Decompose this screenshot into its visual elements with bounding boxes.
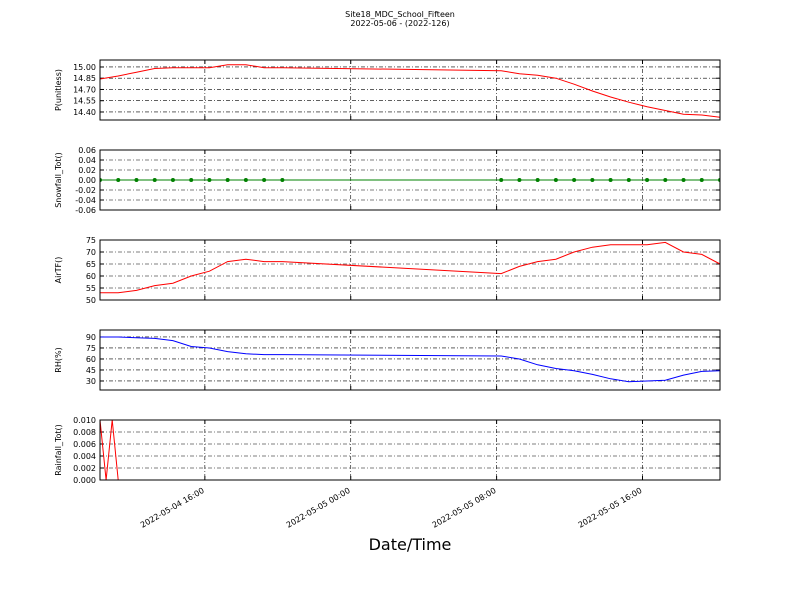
y-tick-label: 15.00 <box>73 63 96 72</box>
y-axis-label: Snowfall_Tot() <box>54 152 63 208</box>
y-tick-label: 65 <box>86 260 96 269</box>
y-tick-label: -0.06 <box>75 206 96 215</box>
y-tick-label: 90 <box>86 333 96 342</box>
y-tick-label: 0.010 <box>73 416 96 425</box>
y-tick-label: 60 <box>86 272 96 281</box>
y-tick-label: 60 <box>86 355 96 364</box>
y-tick-label: 14.85 <box>73 74 96 83</box>
data-line <box>100 420 720 480</box>
y-axis-label: P(unitless) <box>54 69 63 111</box>
data-point <box>645 178 650 182</box>
data-point <box>663 178 668 182</box>
data-point <box>280 178 285 182</box>
data-point <box>189 178 194 182</box>
y-tick-label: 45 <box>86 366 96 375</box>
y-tick-label: -0.02 <box>75 186 96 195</box>
y-tick-label: 0.008 <box>73 428 96 437</box>
data-point <box>225 178 230 182</box>
y-tick-label: 0.06 <box>78 146 96 155</box>
data-line <box>100 336 720 383</box>
y-tick-label: 0.002 <box>73 464 96 473</box>
data-point <box>681 178 686 182</box>
data-line <box>100 241 720 294</box>
data-point <box>152 178 157 182</box>
y-axis-label: RH(%) <box>54 347 63 372</box>
y-tick-label: 30 <box>86 377 96 386</box>
y-tick-label: 75 <box>86 236 96 245</box>
y-tick-label: 50 <box>86 296 96 305</box>
y-tick-label: 75 <box>86 344 96 353</box>
data-point <box>572 178 577 182</box>
y-tick-label: 0.02 <box>78 166 96 175</box>
y-tick-label: 0.000 <box>73 476 96 485</box>
axes-frame <box>99 149 721 211</box>
plot-area <box>100 64 720 118</box>
plot-area <box>100 420 720 480</box>
data-point <box>517 178 522 182</box>
y-tick-label: 0.004 <box>73 452 96 461</box>
data-point <box>243 178 248 182</box>
data-point <box>134 178 139 182</box>
data-point <box>207 178 212 182</box>
y-tick-label: 14.55 <box>73 97 96 106</box>
axes-frame <box>99 329 721 391</box>
y-tick-label: 0.006 <box>73 440 96 449</box>
y-tick-label: 0.00 <box>78 176 96 185</box>
y-tick-label: 14.40 <box>73 108 96 117</box>
y-tick-label: 0.04 <box>78 156 96 165</box>
data-point <box>499 178 504 182</box>
x-axis-label: Date/Time <box>369 535 452 554</box>
data-line <box>100 64 720 118</box>
plot-area <box>100 336 720 383</box>
axes-frame <box>99 239 721 301</box>
y-axis-label: AirTF() <box>54 257 63 284</box>
y-tick-label: -0.04 <box>75 196 96 205</box>
plot-area <box>100 241 720 294</box>
axes-frame <box>99 59 721 121</box>
data-point <box>699 178 704 182</box>
y-tick-label: 14.70 <box>73 85 96 94</box>
data-point <box>116 178 121 182</box>
data-point <box>608 178 613 182</box>
y-tick-label: 70 <box>86 248 96 257</box>
data-point <box>262 178 267 182</box>
data-point <box>590 178 595 182</box>
data-point <box>626 178 631 182</box>
y-tick-label: 55 <box>86 284 96 293</box>
data-point <box>535 178 540 182</box>
data-point <box>170 178 175 182</box>
axes-frame <box>99 419 721 481</box>
chart-title: Site18_MDC_School_Fifteen <box>345 10 455 19</box>
data-point <box>553 178 558 182</box>
y-axis-label: Rainfall_Tot() <box>54 424 63 476</box>
chart-subtitle: 2022-05-06 - (2022-126) <box>350 19 449 28</box>
